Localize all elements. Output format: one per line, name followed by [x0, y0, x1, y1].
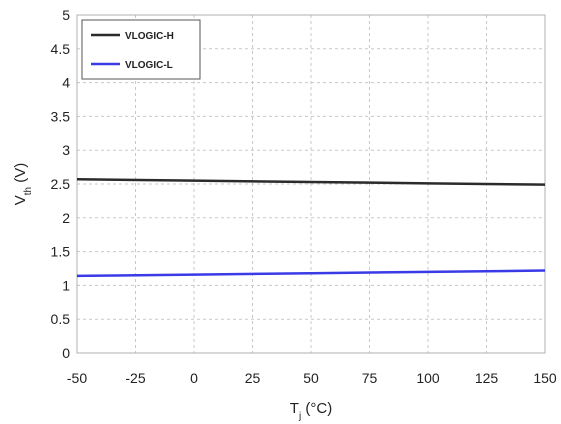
y-tick-label: 3 — [62, 142, 70, 158]
y-tick-label: 1 — [62, 277, 70, 293]
x-tick-label: 125 — [475, 370, 499, 386]
x-tick-label: 0 — [190, 370, 198, 386]
legend-box — [81, 19, 201, 80]
x-tick-label: -25 — [125, 370, 145, 386]
series-line-vlogic-l — [76, 269, 546, 278]
legend: VLOGIC-H VLOGIC-L — [81, 19, 201, 80]
x-axis-title-main: T — [290, 400, 299, 417]
x-axis-title: Tj (°C) — [290, 400, 332, 422]
series-line-vlogic-h — [76, 178, 546, 186]
y-tick-label: 4.5 — [51, 41, 71, 57]
y-tick-label: 4 — [62, 75, 70, 91]
y-tick-label: 2.5 — [51, 176, 71, 192]
y-axis-title: Vth (V) — [12, 163, 34, 206]
x-tick-label: -50 — [67, 370, 87, 386]
y-axis-title-main: V — [12, 195, 29, 205]
legend-label: VLOGIC-L — [125, 60, 173, 71]
series-layer — [76, 178, 546, 278]
legend-label: VLOGIC-H — [125, 31, 174, 42]
x-axis-title-sub: j — [298, 411, 301, 422]
y-tick-label: 3.5 — [51, 108, 71, 124]
y-tick-label: 0.5 — [51, 311, 71, 327]
x-tick-label: 50 — [303, 370, 319, 386]
x-tick-label: 25 — [245, 370, 261, 386]
x-tick-label: 150 — [533, 370, 557, 386]
y-tick-label: 5 — [62, 7, 70, 23]
tick-layer: -50 -25 0 25 50 75 100 125 150 0 0.5 1 1.5 2 2.5 3 3.5 4 4… — [51, 7, 557, 386]
y-tick-label: 1.5 — [51, 244, 71, 260]
x-tick-label: 100 — [416, 370, 440, 386]
y-axis-title-sub: th — [23, 187, 34, 195]
y-axis-title-unit: (V) — [12, 163, 29, 187]
x-tick-label: 75 — [362, 370, 378, 386]
y-tick-label: 2 — [62, 210, 70, 226]
x-axis-title-unit: (°C) — [301, 400, 332, 417]
y-tick-label: 0 — [62, 345, 70, 361]
